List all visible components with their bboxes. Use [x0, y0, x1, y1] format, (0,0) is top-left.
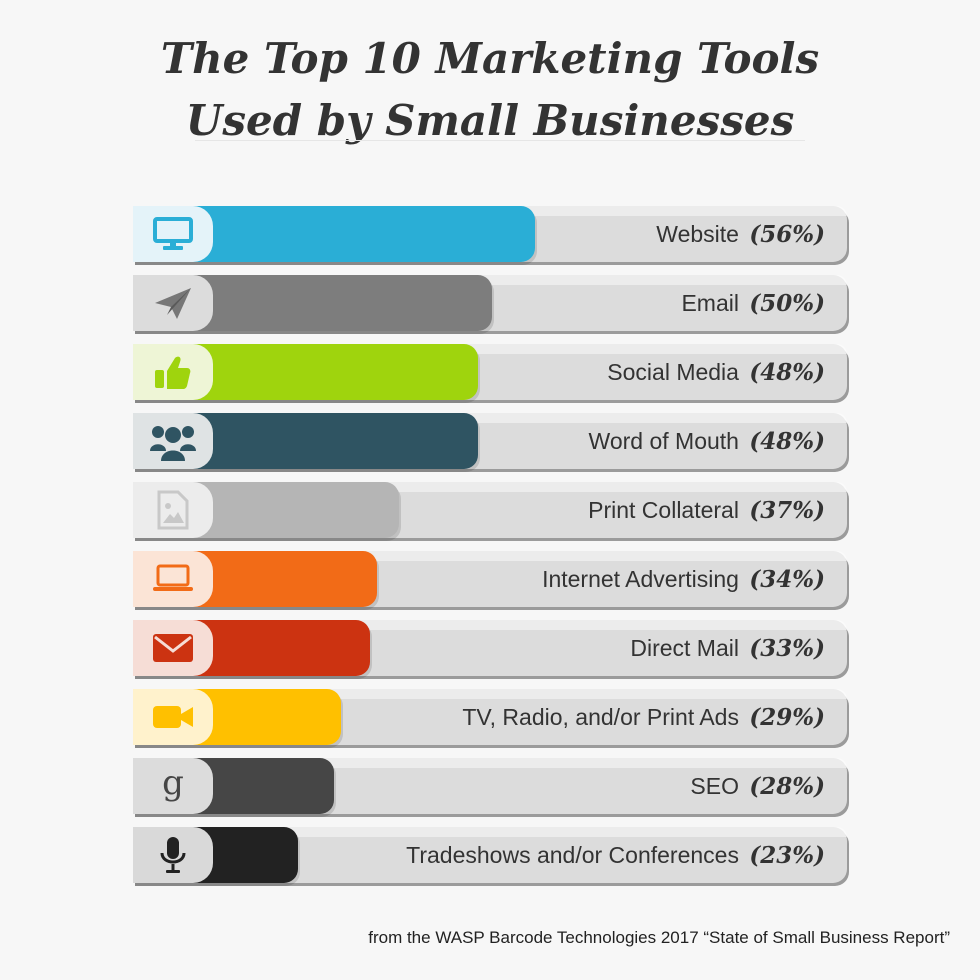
- thumbs-up-icon: [153, 353, 193, 391]
- bar-row: Tradeshows and/or Conferences (23%): [133, 827, 847, 883]
- value-label: (33%): [749, 635, 825, 662]
- category-label: TV, Radio, and/or Print Ads: [462, 704, 739, 730]
- bar-label: TV, Radio, and/or Print Ads (29%): [462, 689, 825, 745]
- envelope-icon: [151, 631, 195, 665]
- bar-icon-box: [133, 413, 213, 469]
- value-label: (28%): [749, 773, 825, 800]
- category-label: Tradeshows and/or Conferences: [406, 842, 739, 868]
- bar-label: Print Collateral (37%): [588, 482, 825, 538]
- bar-icon-box: [133, 551, 213, 607]
- bar-row: Social Media (48%): [133, 344, 847, 400]
- bar-label: Direct Mail (33%): [630, 620, 825, 676]
- bar-row: Internet Advertising (34%): [133, 551, 847, 607]
- bar-icon-box: [133, 482, 213, 538]
- value-label: (29%): [749, 704, 825, 731]
- bar-row: Print Collateral (37%): [133, 482, 847, 538]
- title-divider: [195, 140, 805, 141]
- video-camera-icon: [151, 701, 195, 733]
- bar-label: Tradeshows and/or Conferences (23%): [406, 827, 825, 883]
- bar-row: Direct Mail (33%): [133, 620, 847, 676]
- category-label: Internet Advertising: [542, 566, 739, 592]
- value-label: (56%): [749, 221, 825, 248]
- bar-icon-box: [133, 344, 213, 400]
- people-group-icon: [149, 421, 197, 461]
- bar-row: Word of Mouth (48%): [133, 413, 847, 469]
- value-label: (34%): [749, 566, 825, 593]
- svg-text:g: g: [162, 766, 184, 803]
- bar-label: Email (50%): [681, 275, 825, 331]
- category-label: Website: [656, 221, 739, 247]
- source-footnote: from the WASP Barcode Technologies 2017 …: [368, 928, 950, 947]
- bar-icon-box: [133, 827, 213, 883]
- bar-row: TV, Radio, and/or Print Ads (29%): [133, 689, 847, 745]
- category-label: Email: [681, 290, 739, 316]
- bar-label: Social Media (48%): [607, 344, 825, 400]
- value-label: (48%): [749, 359, 825, 386]
- category-label: SEO: [690, 773, 739, 799]
- value-label: (37%): [749, 497, 825, 524]
- bar-label: SEO (28%): [690, 758, 825, 814]
- laptop-icon: [151, 563, 195, 595]
- value-label: (48%): [749, 428, 825, 455]
- bar-icon-box: [133, 620, 213, 676]
- bar-icon-box: [133, 689, 213, 745]
- bar-label: Website (56%): [656, 206, 825, 262]
- category-label: Direct Mail: [630, 635, 739, 661]
- bar-row: Website (56%): [133, 206, 847, 262]
- category-label: Word of Mouth: [588, 428, 739, 454]
- paper-plane-icon: [153, 285, 193, 321]
- image-file-icon: [156, 490, 190, 530]
- bar-label: Internet Advertising (34%): [542, 551, 825, 607]
- chart-title: The Top 10 Marketing Tools Used by Small…: [0, 28, 980, 152]
- title-line-2: Used by Small Businesses: [185, 96, 795, 145]
- bar-row: g SEO (28%): [133, 758, 847, 814]
- bar-label: Word of Mouth (48%): [589, 413, 825, 469]
- monitor-icon: [153, 216, 193, 252]
- value-label: (23%): [749, 842, 825, 869]
- bar-icon-box: g: [133, 758, 213, 814]
- bar-icon-box: [133, 275, 213, 331]
- value-label: (50%): [749, 290, 825, 317]
- category-label: Social Media: [607, 359, 739, 385]
- google-g-icon: g: [158, 766, 188, 806]
- category-label: Print Collateral: [588, 497, 739, 523]
- bar-icon-box: [133, 206, 213, 262]
- title-line-1: The Top 10 Marketing Tools: [160, 34, 820, 83]
- microphone-icon: [158, 835, 188, 875]
- bar-row: Email (50%): [133, 275, 847, 331]
